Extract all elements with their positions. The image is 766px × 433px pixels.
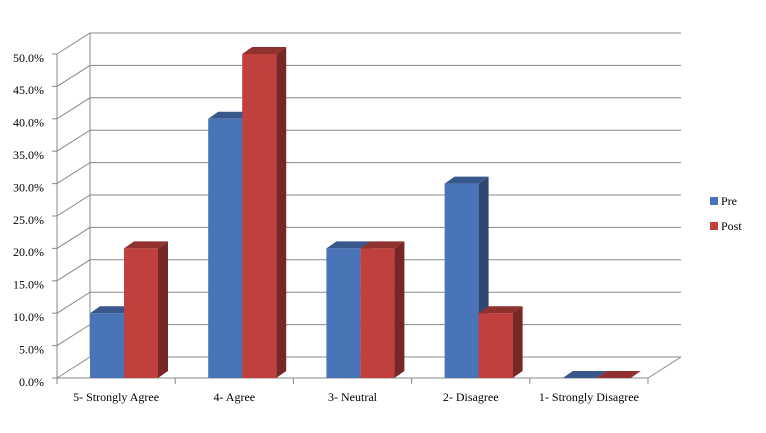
legend-label: Pre (721, 194, 737, 208)
grid-line (56, 64, 681, 87)
y-tick-label: 25.0% (13, 213, 44, 227)
bar-top (242, 47, 287, 54)
bar-side (158, 241, 168, 378)
bar (124, 248, 158, 378)
y-tick-label: 5.0% (19, 342, 44, 356)
bar (242, 54, 277, 378)
grid-line (56, 97, 681, 120)
y-tick-label: 0.0% (19, 375, 44, 389)
y-tick-label: 35.0% (13, 148, 44, 162)
bar-top (444, 176, 489, 184)
bar (208, 118, 243, 379)
bar (90, 313, 124, 378)
bar-side (276, 47, 287, 378)
x-tick-label: 2- Disagree (443, 390, 499, 404)
y-tick-label: 20.0% (13, 245, 44, 259)
bar (326, 248, 361, 378)
bar-top (360, 241, 405, 249)
x-tick-label: 3- Neutral (328, 390, 378, 404)
bar-top (478, 306, 523, 314)
y-tick-label: 10.0% (13, 310, 44, 324)
legend-swatch (710, 197, 718, 205)
bar-top (596, 371, 641, 378)
grid-line (56, 162, 681, 185)
bar (360, 248, 395, 378)
x-tick-label: 1- Strongly Disagree (539, 390, 639, 404)
y-tick-label: 50.0% (13, 51, 44, 65)
legend-label: Post (721, 219, 742, 233)
bar (478, 313, 513, 378)
bar-side (512, 306, 523, 378)
bar-top (208, 111, 253, 119)
grid-line (56, 194, 681, 217)
y-tick-label: 15.0% (13, 278, 44, 292)
y-tick-label: 30.0% (13, 180, 44, 194)
x-tick-label: 5- Strongly Agree (73, 390, 159, 404)
bar (444, 183, 479, 378)
grid-line (56, 32, 681, 55)
grid-line (56, 129, 681, 152)
y-tick-label: 45.0% (13, 83, 44, 97)
legend-swatch (710, 222, 718, 230)
x-tick-label: 4- Agree (213, 390, 255, 404)
bar-top (326, 241, 371, 249)
bar-top (90, 306, 134, 314)
bar-top (124, 241, 168, 249)
bar-side (394, 241, 405, 378)
bar-top (562, 371, 607, 378)
y-tick-label: 40.0% (13, 116, 44, 130)
